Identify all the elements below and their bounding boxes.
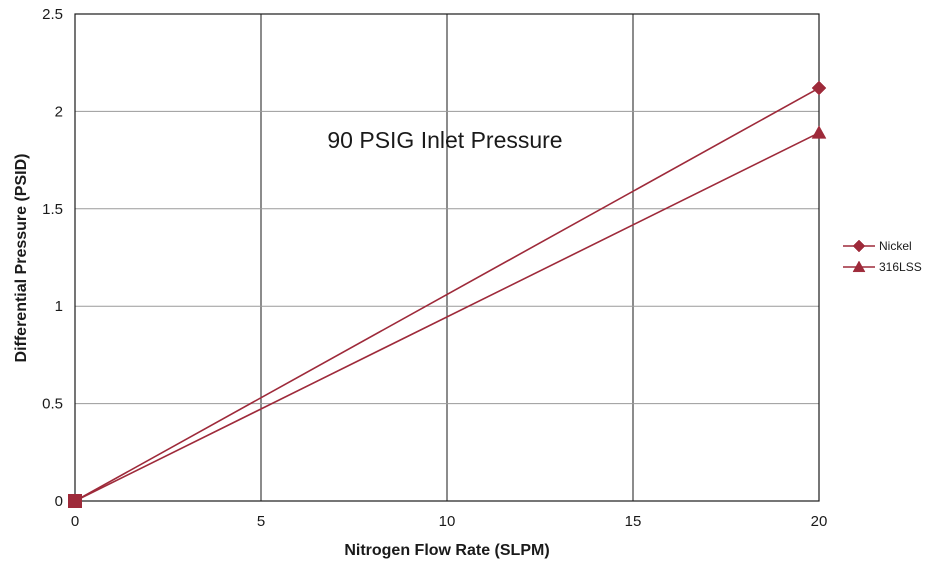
y-tick-label: 0.5 (42, 396, 63, 413)
y-axis-label: Differential Pressure (PSID) (13, 154, 30, 363)
x-tick-label: 5 (257, 513, 265, 530)
x-tick-label: 0 (71, 513, 79, 530)
legend-label: 316LSS (879, 260, 922, 274)
legend-item: Nickel (843, 239, 912, 253)
y-tick-label: 1 (55, 298, 63, 315)
x-tick-label: 10 (439, 513, 456, 530)
data-point-diamond (811, 80, 827, 96)
data-point-origin (68, 494, 82, 508)
y-tick-label: 1.5 (42, 201, 63, 218)
inlet-pressure-annotation: 90 PSIG Inlet Pressure (327, 127, 562, 153)
legend-marker-triangle (852, 260, 866, 273)
y-tick-label: 2 (55, 103, 63, 120)
legend-box (839, 233, 917, 275)
legend-label: Nickel (879, 239, 912, 253)
y-tick-label: 2.5 (42, 6, 63, 23)
series-316lss (68, 125, 827, 508)
legend-marker-diamond (852, 239, 866, 253)
y-tick-label: 0 (55, 493, 63, 510)
x-axis-label: Nitrogen Flow Rate (SLPM) (344, 542, 549, 559)
legend: Nickel 316LSS (839, 233, 922, 275)
y-axis-ticks: 0 0.5 1 1.5 2 2.5 (42, 6, 63, 510)
series-line (74, 87, 820, 502)
series-line (74, 132, 820, 502)
x-tick-label: 20 (811, 513, 828, 530)
grid-lines (74, 13, 820, 502)
data-point-triangle (811, 125, 827, 139)
x-tick-label: 15 (625, 513, 642, 530)
plot-area-frame (74, 13, 820, 502)
legend-item: 316LSS (843, 260, 922, 274)
series-layer (68, 80, 827, 508)
x-axis-ticks: 0 5 10 15 20 (71, 513, 828, 530)
